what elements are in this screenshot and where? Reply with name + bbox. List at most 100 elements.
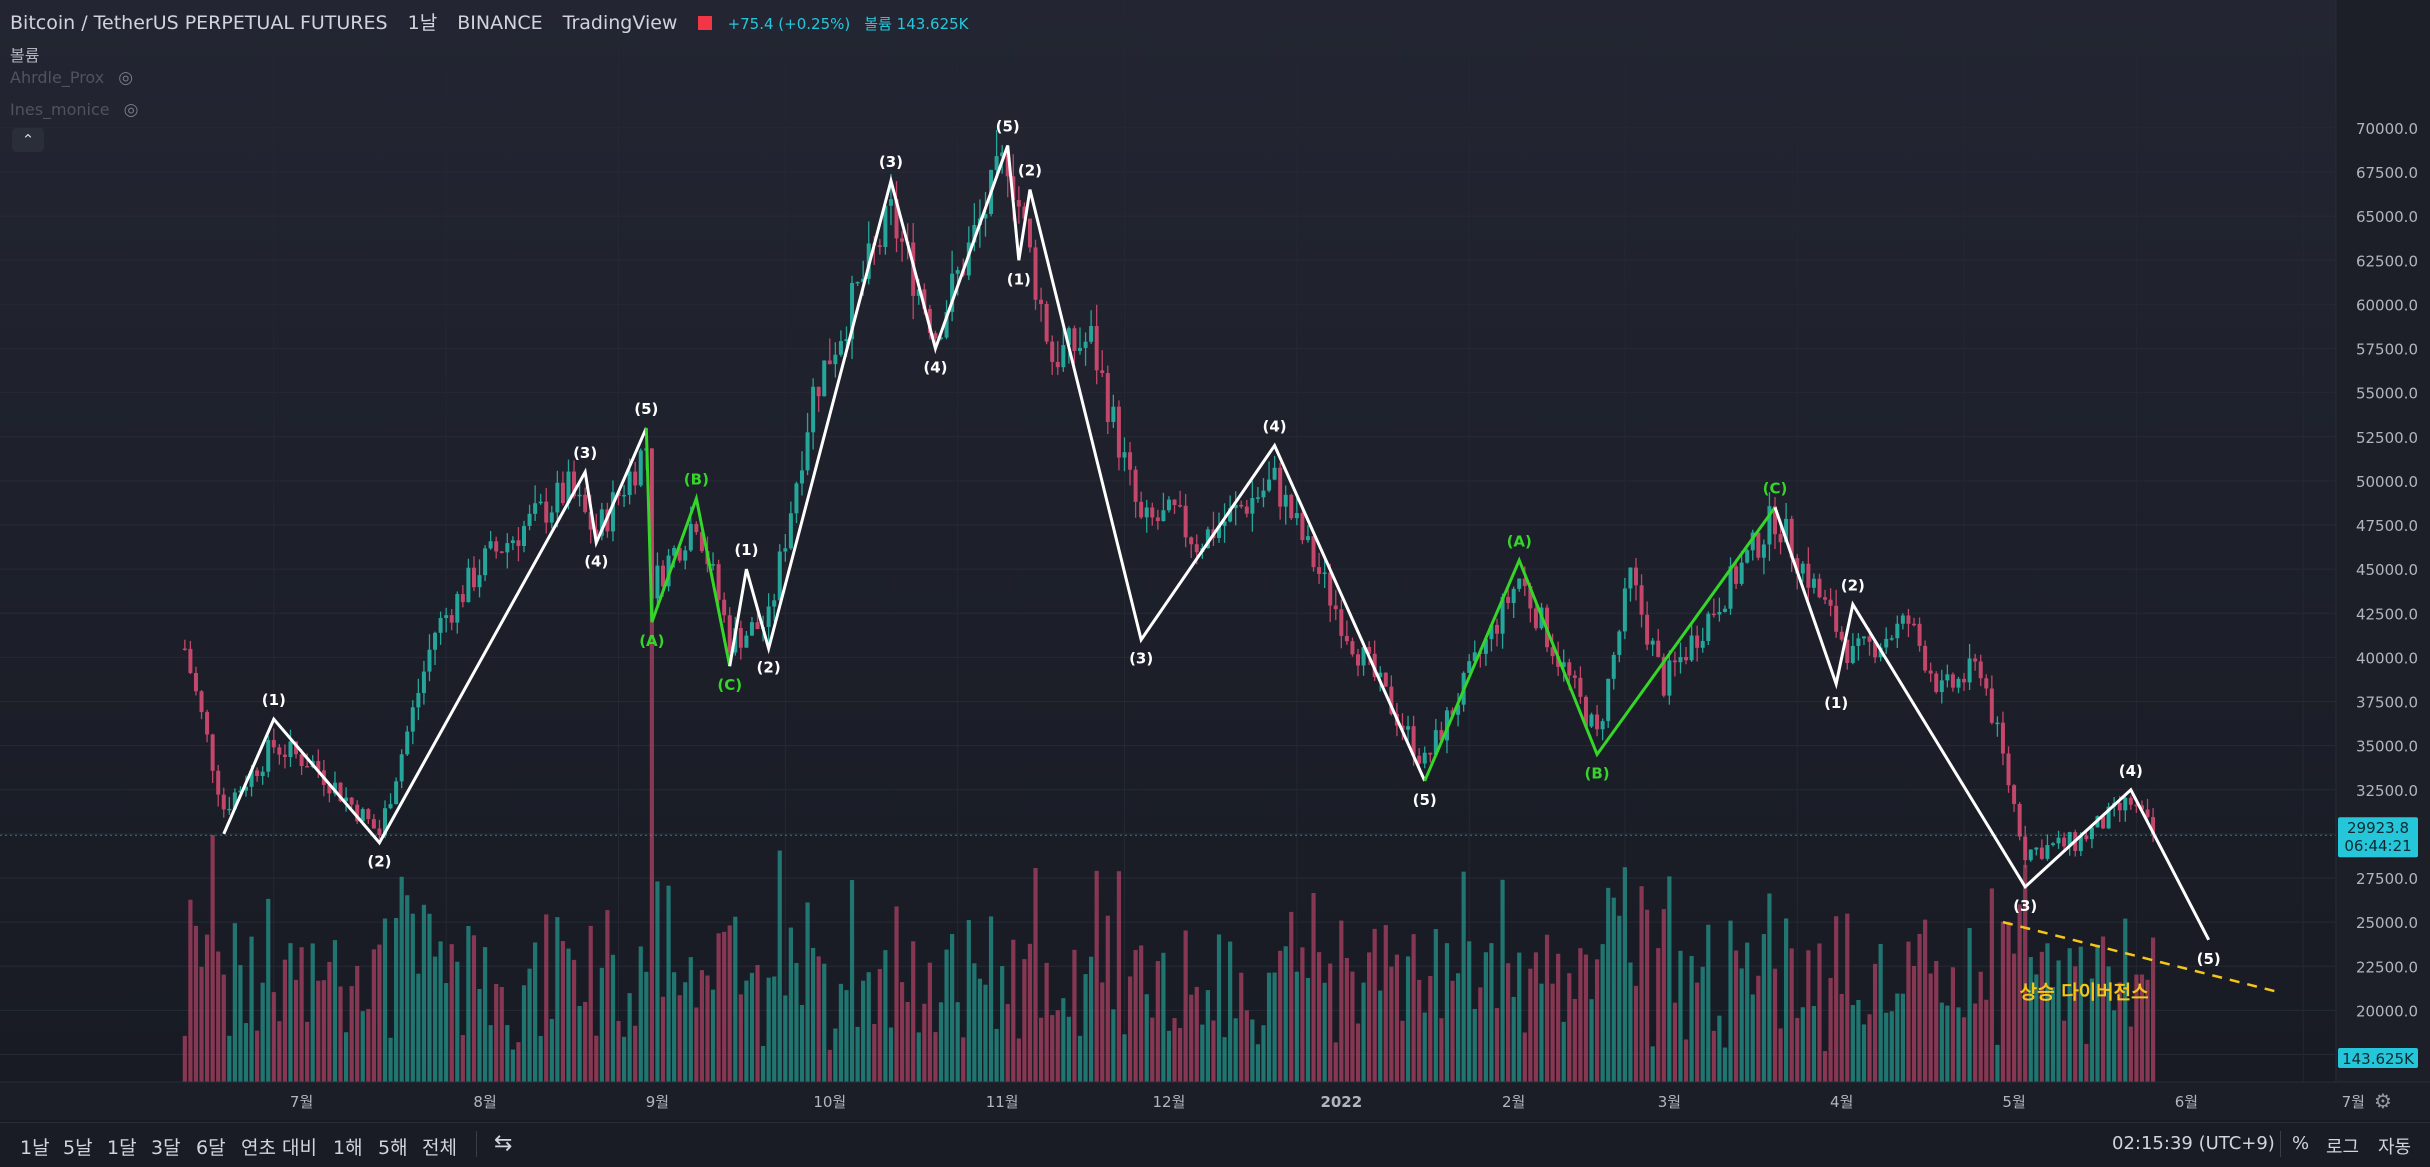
range-5d[interactable]: 5날 <box>63 1137 93 1159</box>
volume-bar <box>1372 928 1377 1082</box>
range-6m[interactable]: 6달 <box>196 1137 226 1159</box>
candle-body <box>1166 499 1171 511</box>
volume-bar <box>266 898 271 1082</box>
volume-bar <box>1172 1018 1177 1082</box>
volume-bar <box>1656 948 1661 1082</box>
collapse-legend-button[interactable]: ⌃ <box>12 128 44 152</box>
volume-bar <box>977 978 983 1082</box>
price-tick-label: 52500.0 <box>2356 429 2418 447</box>
candle-body <box>1250 498 1255 514</box>
volume-bar <box>1311 892 1316 1082</box>
eye-off-icon[interactable]: ◎ <box>118 68 134 88</box>
volume-bar <box>1967 927 1972 1082</box>
volume-bar <box>310 943 315 1082</box>
candle-body <box>1611 654 1616 679</box>
impulse-wave-line <box>728 145 1427 782</box>
volume-indicator-label[interactable]: 볼륨 <box>10 46 40 65</box>
volume-bar <box>1194 986 1199 1082</box>
candle-body <box>466 567 471 603</box>
volume-bar <box>2145 979 2150 1082</box>
volume-bar <box>1934 960 1939 1082</box>
candle-body <box>1122 452 1127 458</box>
candle-body <box>271 739 276 748</box>
date-range-icon[interactable]: ⇆ <box>494 1131 513 1156</box>
volume-bar <box>1222 1037 1227 1082</box>
volume-bar <box>1322 982 1327 1082</box>
candle-body <box>655 565 660 599</box>
volume-bar <box>1450 980 1455 1082</box>
volume-bar <box>1906 941 1911 1082</box>
volume-bar <box>1127 976 1133 1082</box>
clock-readout[interactable]: 02:15:39 (UTC+9) <box>2112 1133 2275 1154</box>
volume-bar <box>1928 973 1933 1082</box>
volume-bar <box>649 540 654 1082</box>
eye-off-icon[interactable]: ◎ <box>123 100 139 120</box>
volume-bar <box>316 980 321 1082</box>
candle-body <box>1817 578 1822 598</box>
volume-bar <box>1083 974 1088 1082</box>
volume-bar <box>2112 1010 2117 1082</box>
candle-body <box>1517 578 1522 589</box>
divider <box>2280 1131 2281 1157</box>
auto-toggle[interactable]: 자동 <box>2378 1137 2412 1158</box>
price-chart[interactable]: 상승 다이버전스 (1) (2) (3) (4) (5) (A) (B) (C) (1) (2) (3… <box>0 0 2430 1120</box>
candle-body <box>1795 558 1800 574</box>
flag-icon[interactable] <box>697 16 712 30</box>
candle-body <box>1367 647 1372 654</box>
candle-body <box>744 635 749 648</box>
candle-body <box>2084 835 2089 840</box>
candle-body <box>1083 341 1088 348</box>
volume-bar <box>827 1049 832 1082</box>
price-tick-label: 20000.0 <box>2356 1002 2418 1020</box>
range-1y[interactable]: 1해 <box>333 1137 363 1159</box>
range-3m[interactable]: 3달 <box>151 1137 181 1159</box>
volume-bar <box>1344 957 1349 1082</box>
range-1m[interactable]: 1달 <box>107 1137 137 1159</box>
candle-body <box>1005 152 1010 177</box>
indicator-row[interactable]: Ahrdle_Prox ◎ <box>10 68 133 88</box>
candle-body <box>516 540 521 547</box>
candle-body <box>2117 802 2122 811</box>
candle-body <box>649 448 654 599</box>
symbol-title[interactable]: Bitcoin / TetherUS PERPETUAL FUTURES <box>10 12 388 34</box>
candle-body <box>338 782 343 802</box>
volume-bar <box>838 983 844 1082</box>
volume-bar <box>677 995 682 1082</box>
candle-body <box>1139 501 1144 518</box>
wave-label: (2) <box>367 853 391 871</box>
volume-bar <box>527 968 532 1082</box>
percent-toggle[interactable]: % <box>2292 1133 2310 1154</box>
range-ytd[interactable]: 연초 대비 <box>241 1137 317 1159</box>
indicator-name: Ines_monice <box>10 100 110 119</box>
volume-bar <box>1367 952 1372 1082</box>
price-tick-label: 22500.0 <box>2356 958 2418 976</box>
volume-bar <box>788 927 793 1082</box>
wave-label: (B) <box>684 471 709 489</box>
candle-body <box>1984 678 1989 689</box>
range-1d[interactable]: 1날 <box>20 1137 50 1159</box>
indicator-row[interactable]: Ines_monice ◎ <box>10 100 138 120</box>
volume-bar <box>488 1025 493 1082</box>
range-all[interactable]: 전체 <box>422 1137 457 1159</box>
log-toggle[interactable]: 로그 <box>2326 1137 2360 1158</box>
volume-bar <box>1861 1024 1867 1082</box>
candle-body <box>1489 624 1494 640</box>
candle-body <box>1094 326 1099 371</box>
settings-gear-icon[interactable]: ⚙ <box>2374 1089 2392 1113</box>
volume-bar <box>1606 887 1611 1082</box>
candle-body <box>1161 510 1166 522</box>
volume-bar <box>227 1035 232 1082</box>
volume-bar <box>1216 934 1222 1082</box>
volume-bar <box>2056 960 2061 1082</box>
candle-body <box>1267 479 1272 491</box>
candle-body <box>699 532 704 552</box>
volume-bar <box>1984 999 1989 1082</box>
volume-bar <box>1695 982 1700 1082</box>
volume-bar <box>994 1028 999 1082</box>
candle-body <box>1317 567 1322 574</box>
candle-body <box>1133 469 1138 502</box>
range-5y[interactable]: 5해 <box>378 1137 408 1159</box>
price-tick-label: 65000.0 <box>2356 208 2418 226</box>
candle-body <box>294 741 299 755</box>
wave-label: (1) <box>262 691 286 709</box>
